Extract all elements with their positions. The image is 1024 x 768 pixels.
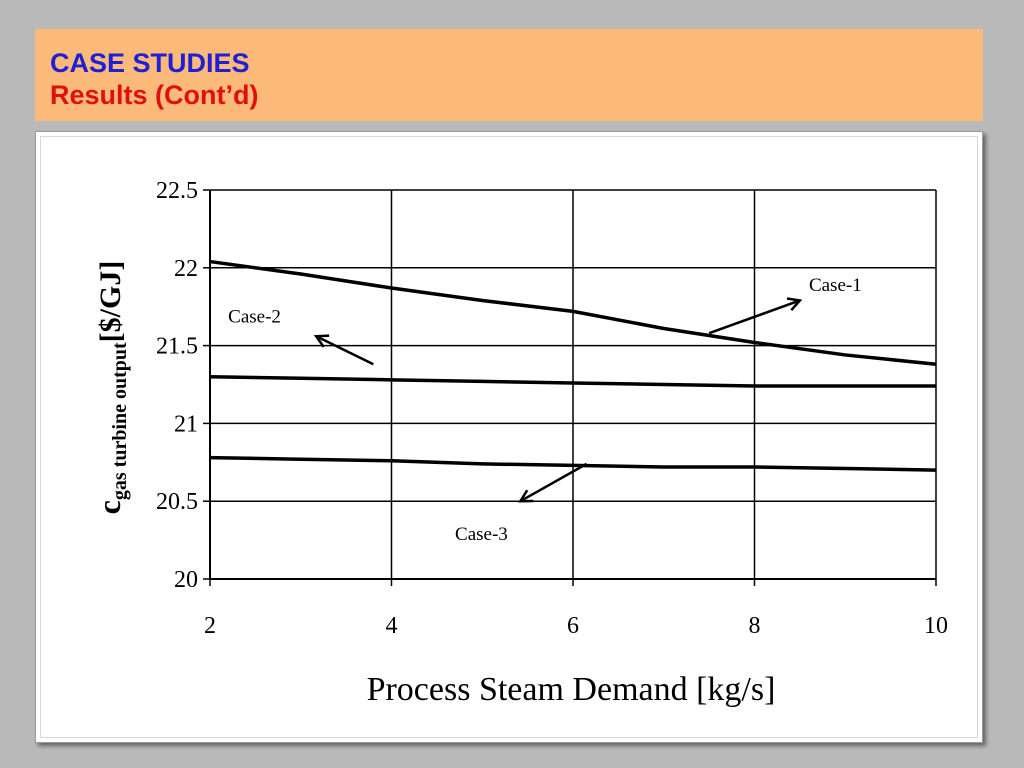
annotation-arrow-case-3-shaft xyxy=(519,462,588,503)
annotation-arrow-case-2 xyxy=(313,334,374,366)
annotations: Case-1 Case-2 Case-3 xyxy=(228,275,862,545)
x-tick-label: 8 xyxy=(749,613,761,639)
chart-axes xyxy=(203,189,937,586)
series-layer xyxy=(209,259,937,472)
y-axis-label: cgas turbine output[$/GJ] xyxy=(91,261,131,515)
annotation-arrow-case-1 xyxy=(708,297,803,335)
series-line-case-3 xyxy=(209,455,937,472)
annotation-arrow-case-3 xyxy=(518,462,588,503)
slide-header: CASE STUDIES Results (Cont’d) xyxy=(35,29,983,121)
annotation-label-case-2: Case-2 xyxy=(228,306,281,327)
y-axis-label-main: c xyxy=(91,500,127,514)
annotation-arrow-case-3-head xyxy=(518,489,534,503)
y-axis-label-sub: gas turbine output xyxy=(109,342,131,500)
x-tick-label: 2 xyxy=(204,613,216,639)
x-tick-label: 4 xyxy=(386,613,398,639)
annotation-label-case-3: Case-3 xyxy=(455,524,508,545)
annotation-arrow-case-2-shaft xyxy=(315,335,374,366)
series-line-case-1 xyxy=(209,259,937,367)
annotation-label-case-1: Case-1 xyxy=(809,275,862,296)
series-line-case-2 xyxy=(209,374,936,388)
y-tick-label: 20 xyxy=(174,567,198,593)
y-axis-label-unit: [$/GJ] xyxy=(94,261,127,343)
x-tick-label: 6 xyxy=(567,613,579,639)
annotation-arrow-case-1-head xyxy=(786,297,803,312)
y-tick-label: 20.5 xyxy=(156,489,198,515)
annotation-arrow-case-1-shaft xyxy=(708,299,801,335)
tick-labels: 20 20.5 21 21.5 22 22.5 2 4 6 8 10 xyxy=(156,178,948,639)
y-tick-label: 21.5 xyxy=(156,334,198,360)
svg-text:cgas turbine output[$/GJ]: cgas turbine output[$/GJ] xyxy=(91,261,131,515)
x-tick-label: 10 xyxy=(924,613,948,639)
y-tick-label: 21 xyxy=(174,411,198,437)
y-tick-label: 22 xyxy=(174,256,198,282)
chart-card xyxy=(35,131,983,743)
slide-title: CASE STUDIES xyxy=(50,48,250,78)
y-tick-label: 22.5 xyxy=(156,178,198,204)
slide-subtitle: Results (Cont’d) xyxy=(50,80,259,110)
x-axis-label: Process Steam Demand [kg/s] xyxy=(367,671,776,708)
chart-card-inner-border xyxy=(40,136,978,738)
annotation-arrow-case-2-head xyxy=(313,334,330,348)
